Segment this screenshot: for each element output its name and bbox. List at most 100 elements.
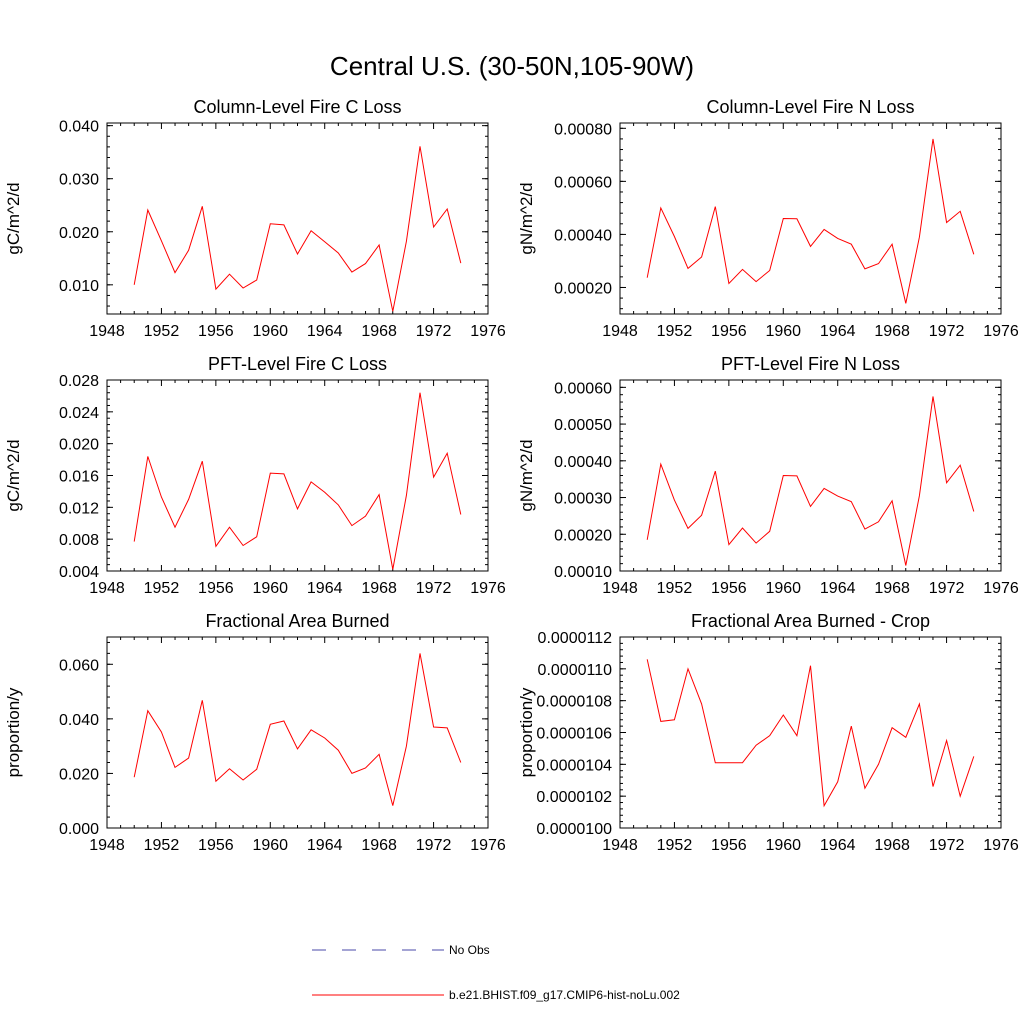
plot-frame xyxy=(619,379,1002,572)
x-tick-label: 1948 xyxy=(89,837,125,854)
x-tick-label: 1948 xyxy=(602,837,638,854)
x-tick-label: 1952 xyxy=(657,580,693,597)
x-tick-label: 1960 xyxy=(252,323,288,340)
series-line xyxy=(133,653,462,806)
y-tick-label: 0.040 xyxy=(59,119,99,136)
legend-label-model: b.e21.BHIST.f09_g17.CMIP6-hist-noLu.002 xyxy=(449,988,680,1002)
panel-title: Column-Level Fire N Loss xyxy=(706,97,914,117)
series-line xyxy=(133,392,462,570)
y-tick-label: 0.0000108 xyxy=(536,694,612,711)
x-tick-label: 1952 xyxy=(657,323,693,340)
plot-frame xyxy=(106,379,489,572)
x-tick-label: 1956 xyxy=(711,580,747,597)
y-tick-label: 0.00040 xyxy=(554,227,612,244)
x-tick-label: 1976 xyxy=(983,580,1019,597)
y-axis-label: proportion/y xyxy=(4,687,23,777)
y-tick-label: 0.00030 xyxy=(554,491,612,508)
plot-frame xyxy=(106,122,489,315)
y-tick-label: 0.040 xyxy=(59,712,99,729)
x-tick-label: 1968 xyxy=(361,323,397,340)
y-axis-label: proportion/y xyxy=(517,687,536,777)
y-tick-label: 0.060 xyxy=(59,657,99,674)
series-line xyxy=(646,138,975,304)
y-tick-label: 0.00060 xyxy=(554,380,612,397)
y-axis-label: gC/m^2/d xyxy=(4,182,23,254)
y-tick-label: 0.00020 xyxy=(554,280,612,297)
panel-title: PFT-Level Fire N Loss xyxy=(721,354,900,374)
x-tick-label: 1968 xyxy=(361,837,397,854)
x-tick-label: 1968 xyxy=(874,837,910,854)
y-tick-label: 0.0000100 xyxy=(536,821,612,838)
panel-column-level-fire-c-loss: Column-Level Fire C Loss 1948 1952 1956 1960… xyxy=(4,97,506,340)
x-tick-label: 1972 xyxy=(929,580,965,597)
y-tick-label: 0.020 xyxy=(59,766,99,783)
y-tick-label: 0.016 xyxy=(59,469,99,486)
y-axis-label: gN/m^2/d xyxy=(517,439,536,511)
x-tick-label: 1972 xyxy=(416,323,452,340)
x-tick-label: 1956 xyxy=(711,837,747,854)
x-tick-label: 1956 xyxy=(198,323,234,340)
x-tick-label: 1952 xyxy=(657,837,693,854)
x-tick-label: 1964 xyxy=(820,580,856,597)
y-tick-label: 0.0000106 xyxy=(536,726,612,743)
x-tick-label: 1960 xyxy=(765,580,801,597)
y-tick-label: 0.00080 xyxy=(554,121,612,138)
x-tick-label: 1952 xyxy=(144,580,180,597)
series-line xyxy=(646,396,975,566)
panel-pft-level-fire-n-loss: PFT-Level Fire N Loss 1948 1952 1956 1960 196… xyxy=(517,354,1019,597)
panel-pft-level-fire-c-loss: PFT-Level Fire C Loss 1948 1952 1956 1960 196… xyxy=(4,354,506,597)
legend-label-no-obs: No Obs xyxy=(449,943,490,957)
y-tick-label: 0.0000110 xyxy=(538,662,613,679)
x-tick-label: 1948 xyxy=(89,323,125,340)
x-tick-label: 1972 xyxy=(929,323,965,340)
panel-fractional-area-burned-crop: Fractional Area Burned - Crop 1948 1952 195… xyxy=(517,611,1019,854)
x-tick-label: 1960 xyxy=(252,837,288,854)
x-tick-label: 1964 xyxy=(820,323,856,340)
y-tick-label: 0.0000102 xyxy=(536,789,612,806)
x-tick-label: 1956 xyxy=(711,323,747,340)
panel-fractional-area-burned: Fractional Area Burned 1948 1952 1956 1960 19… xyxy=(4,611,506,854)
y-tick-label: 0.010 xyxy=(59,278,99,295)
y-tick-label: 0.028 xyxy=(59,373,99,390)
y-axis-label: gC/m^2/d xyxy=(4,439,23,511)
y-tick-label: 0.004 xyxy=(59,564,99,581)
x-tick-label: 1952 xyxy=(144,323,180,340)
y-tick-label: 0.0000104 xyxy=(536,757,612,774)
x-tick-label: 1972 xyxy=(929,837,965,854)
x-tick-label: 1976 xyxy=(983,837,1019,854)
y-tick-label: 0.00010 xyxy=(554,564,612,581)
legend: No Obs b.e21.BHIST.f09_g17.CMIP6-hist-no… xyxy=(312,943,680,1002)
x-tick-label: 1964 xyxy=(820,837,856,854)
plot-frame xyxy=(106,636,489,829)
x-tick-label: 1976 xyxy=(470,580,506,597)
y-tick-label: 0.0000112 xyxy=(538,630,613,647)
series-line xyxy=(646,659,975,808)
x-tick-label: 1964 xyxy=(307,580,343,597)
x-tick-label: 1968 xyxy=(874,580,910,597)
series-line xyxy=(133,146,462,312)
x-tick-label: 1968 xyxy=(874,323,910,340)
y-tick-label: 0.00050 xyxy=(554,417,612,434)
x-tick-label: 1972 xyxy=(416,837,452,854)
plot-frame xyxy=(619,122,1002,315)
panel-title: Fractional Area Burned - Crop xyxy=(691,611,930,631)
x-tick-label: 1976 xyxy=(983,323,1019,340)
x-tick-label: 1976 xyxy=(470,323,506,340)
panel-title: PFT-Level Fire C Loss xyxy=(208,354,387,374)
x-tick-label: 1956 xyxy=(198,580,234,597)
y-tick-label: 0.00040 xyxy=(554,454,612,471)
x-tick-label: 1968 xyxy=(361,580,397,597)
x-tick-label: 1960 xyxy=(252,580,288,597)
y-tick-label: 0.008 xyxy=(59,532,99,549)
x-tick-label: 1948 xyxy=(602,323,638,340)
x-tick-label: 1952 xyxy=(144,837,180,854)
panel-title: Fractional Area Burned xyxy=(205,611,389,631)
y-tick-label: 0.00060 xyxy=(554,174,612,191)
y-tick-label: 0.00020 xyxy=(554,527,612,544)
x-tick-label: 1972 xyxy=(416,580,452,597)
x-tick-label: 1964 xyxy=(307,837,343,854)
y-tick-label: 0.012 xyxy=(59,500,99,517)
y-tick-label: 0.020 xyxy=(59,437,99,454)
y-tick-label: 0.030 xyxy=(59,172,99,189)
